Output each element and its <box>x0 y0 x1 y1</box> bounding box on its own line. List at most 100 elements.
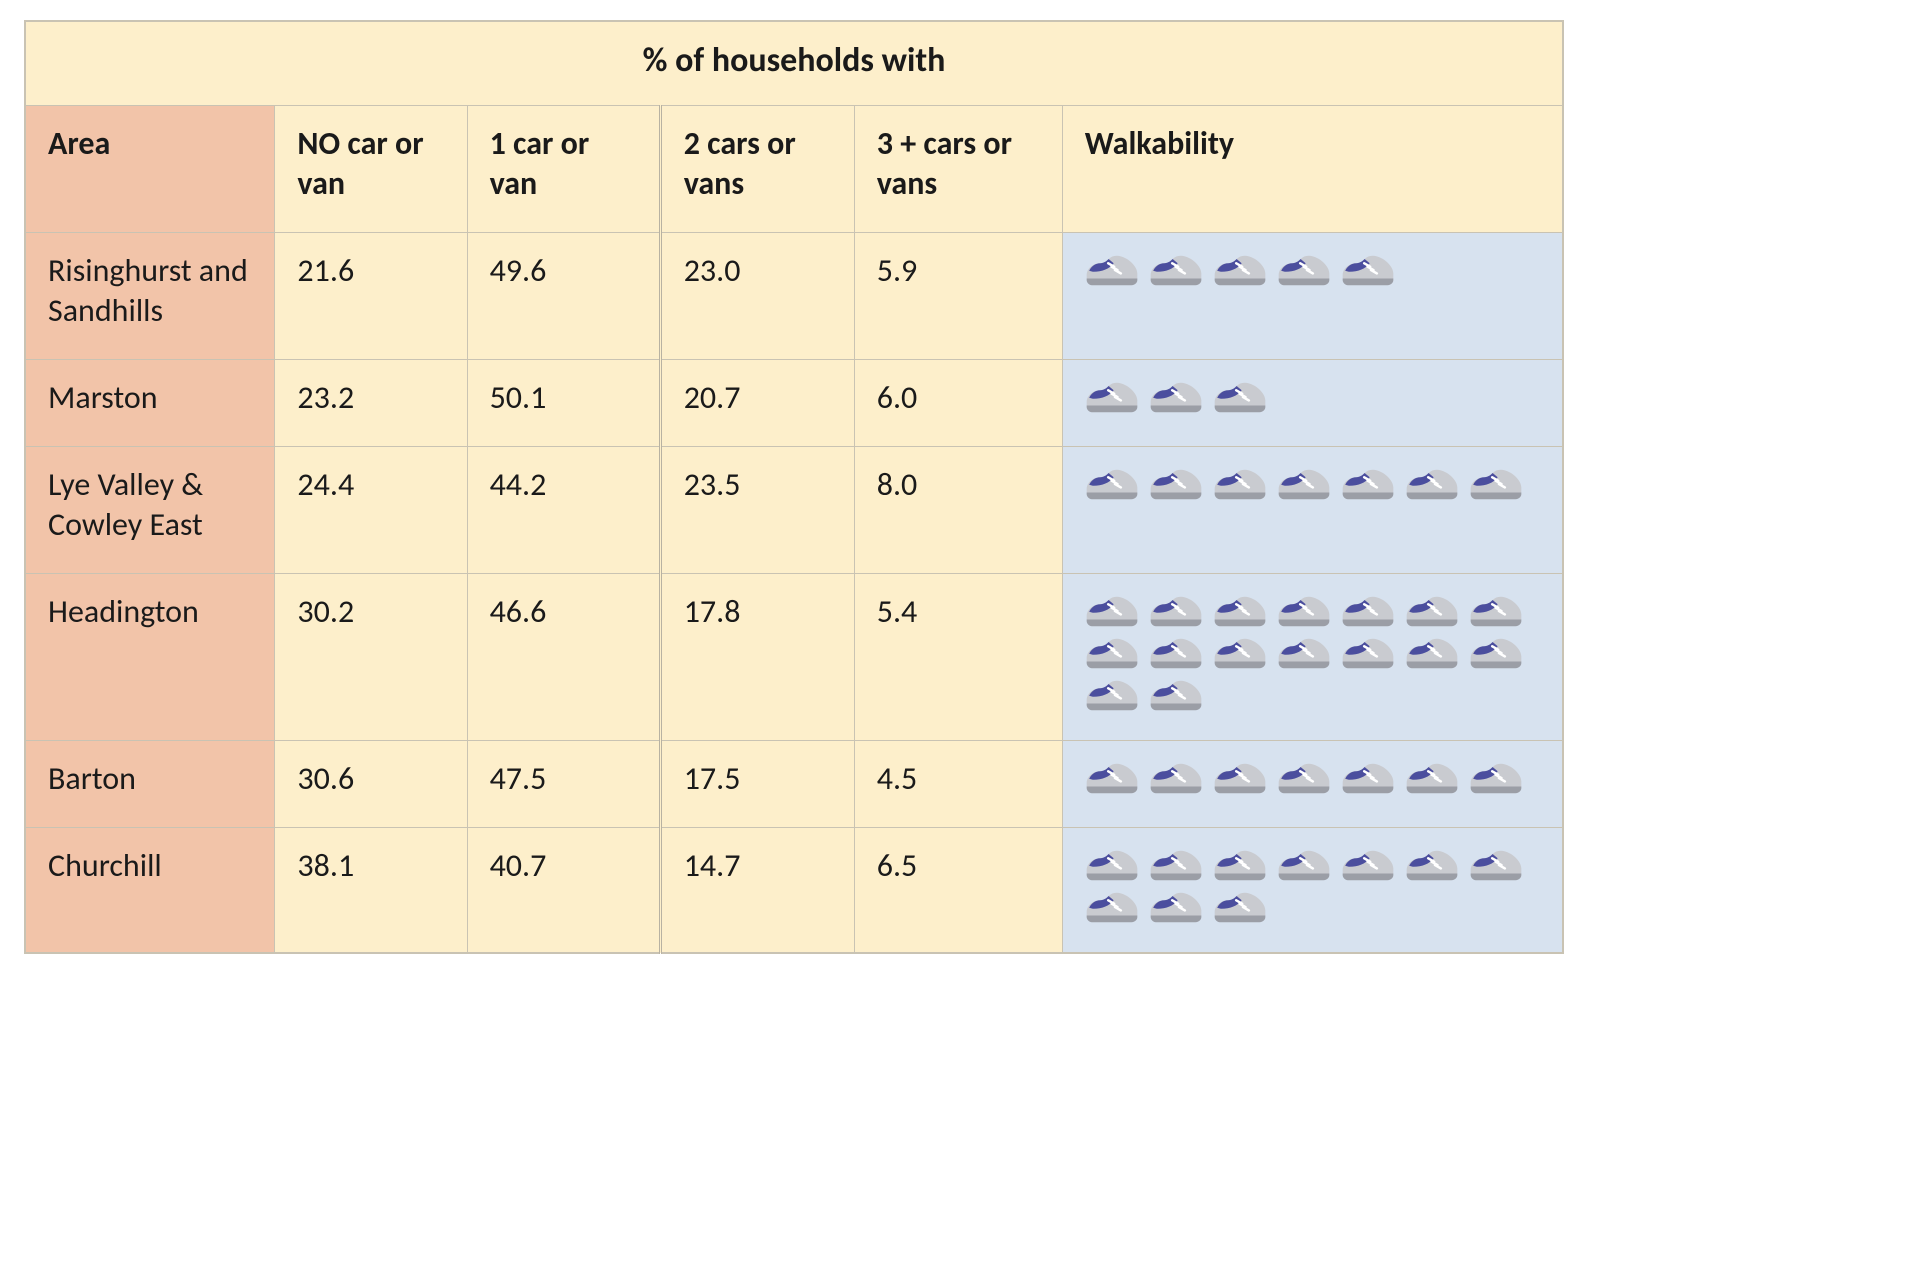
sneaker-icon <box>1213 594 1267 628</box>
sneaker-icon <box>1085 890 1139 924</box>
walkability-cell <box>1062 827 1563 953</box>
value-cell: 23.5 <box>660 446 854 573</box>
sneaker-icon <box>1085 253 1139 287</box>
area-cell: Headington <box>25 573 275 740</box>
sneaker-icon <box>1469 594 1523 628</box>
value-cell: 21.6 <box>275 232 467 359</box>
sneaker-icon <box>1085 848 1139 882</box>
walkability-cell <box>1062 446 1563 573</box>
col-header-walkability: Walkability <box>1062 105 1563 232</box>
value-cell: 49.6 <box>467 232 660 359</box>
area-cell: Risinghurst and Sandhills <box>25 232 275 359</box>
table-row: Lye Valley & Cowley East24.444.223.58.0 <box>25 446 1563 573</box>
sneaker-icon <box>1085 761 1139 795</box>
sneaker-icon <box>1149 253 1203 287</box>
sneaker-icon <box>1085 467 1139 501</box>
sneaker-icon <box>1341 761 1395 795</box>
sneaker-icon <box>1213 380 1267 414</box>
sneaker-icon <box>1341 848 1395 882</box>
table-row: Barton30.647.517.54.5 <box>25 740 1563 827</box>
sneaker-icon <box>1405 761 1459 795</box>
walkability-icons <box>1085 592 1542 712</box>
walkability-icons <box>1085 465 1542 501</box>
sneaker-icon <box>1149 678 1203 712</box>
table-title-row: % of households with <box>25 21 1563 105</box>
value-cell: 38.1 <box>275 827 467 953</box>
walkability-icons <box>1085 759 1542 795</box>
sneaker-icon <box>1277 761 1331 795</box>
table-row: Churchill38.140.714.76.5 <box>25 827 1563 953</box>
value-cell: 5.9 <box>854 232 1062 359</box>
sneaker-icon <box>1469 467 1523 501</box>
value-cell: 6.0 <box>854 359 1062 446</box>
sneaker-icon <box>1149 594 1203 628</box>
walkability-cell <box>1062 232 1563 359</box>
col-header-area: Area <box>25 105 275 232</box>
sneaker-icon <box>1277 636 1331 670</box>
value-cell: 5.4 <box>854 573 1062 740</box>
value-cell: 40.7 <box>467 827 660 953</box>
sneaker-icon <box>1341 594 1395 628</box>
sneaker-icon <box>1277 594 1331 628</box>
sneaker-icon <box>1405 594 1459 628</box>
walkability-cell <box>1062 359 1563 446</box>
value-cell: 4.5 <box>854 740 1062 827</box>
walkability-cell <box>1062 740 1563 827</box>
table-row: Marston23.250.120.76.0 <box>25 359 1563 446</box>
sneaker-icon <box>1085 678 1139 712</box>
value-cell: 6.5 <box>854 827 1062 953</box>
sneaker-icon <box>1469 761 1523 795</box>
walkability-icons <box>1085 846 1542 924</box>
col-header-no-car: NO car or van <box>275 105 467 232</box>
sneaker-icon <box>1405 848 1459 882</box>
sneaker-icon <box>1469 848 1523 882</box>
sneaker-icon <box>1405 467 1459 501</box>
walkability-icons <box>1085 378 1542 414</box>
value-cell: 24.4 <box>275 446 467 573</box>
table-row: Headington30.246.617.85.4 <box>25 573 1563 740</box>
sneaker-icon <box>1213 636 1267 670</box>
value-cell: 23.0 <box>660 232 854 359</box>
sneaker-icon <box>1085 380 1139 414</box>
table-header-row: Area NO car or van 1 car or van 2 cars o… <box>25 105 1563 232</box>
sneaker-icon <box>1149 467 1203 501</box>
area-cell: Churchill <box>25 827 275 953</box>
table-title: % of households with <box>25 21 1563 105</box>
sneaker-icon <box>1277 848 1331 882</box>
col-header-3-plus: 3 + cars or vans <box>854 105 1062 232</box>
sneaker-icon <box>1213 848 1267 882</box>
value-cell: 14.7 <box>660 827 854 953</box>
sneaker-icon <box>1213 761 1267 795</box>
area-cell: Barton <box>25 740 275 827</box>
col-header-1-car: 1 car or van <box>467 105 660 232</box>
sneaker-icon <box>1469 636 1523 670</box>
sneaker-icon <box>1085 594 1139 628</box>
sneaker-icon <box>1341 636 1395 670</box>
sneaker-icon <box>1341 467 1395 501</box>
value-cell: 46.6 <box>467 573 660 740</box>
value-cell: 8.0 <box>854 446 1062 573</box>
walkability-cell <box>1062 573 1563 740</box>
value-cell: 50.1 <box>467 359 660 446</box>
sneaker-icon <box>1213 253 1267 287</box>
sneaker-icon <box>1341 253 1395 287</box>
walkability-icons <box>1085 251 1542 287</box>
sneaker-icon <box>1149 890 1203 924</box>
value-cell: 17.5 <box>660 740 854 827</box>
sneaker-icon <box>1277 253 1331 287</box>
sneaker-icon <box>1149 761 1203 795</box>
value-cell: 44.2 <box>467 446 660 573</box>
sneaker-icon <box>1213 467 1267 501</box>
sneaker-icon <box>1085 636 1139 670</box>
sneaker-icon <box>1277 467 1331 501</box>
value-cell: 47.5 <box>467 740 660 827</box>
value-cell: 23.2 <box>275 359 467 446</box>
col-header-2-cars: 2 cars or vans <box>660 105 854 232</box>
sneaker-icon <box>1149 636 1203 670</box>
sneaker-icon <box>1149 380 1203 414</box>
value-cell: 30.6 <box>275 740 467 827</box>
area-cell: Marston <box>25 359 275 446</box>
households-car-table: % of households with Area NO car or van … <box>24 20 1564 954</box>
sneaker-icon <box>1213 890 1267 924</box>
value-cell: 17.8 <box>660 573 854 740</box>
